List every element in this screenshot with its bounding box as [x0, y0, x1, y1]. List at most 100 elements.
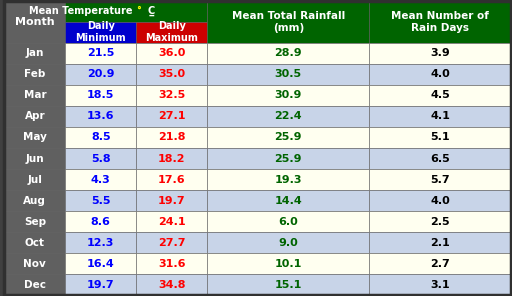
- Text: 2.1: 2.1: [431, 238, 450, 248]
- Bar: [369, 64, 511, 85]
- Bar: [65, 1, 207, 22]
- Text: Nov: Nov: [24, 259, 46, 269]
- Text: Apr: Apr: [25, 111, 45, 121]
- Text: Daily
Maximum: Daily Maximum: [145, 21, 198, 44]
- Bar: [369, 274, 511, 295]
- Text: 2.7: 2.7: [431, 259, 450, 269]
- Text: 16.4: 16.4: [87, 259, 115, 269]
- Text: 27.1: 27.1: [158, 111, 185, 121]
- Text: 28.9: 28.9: [274, 48, 302, 58]
- Text: Mean Number of
Rain Days: Mean Number of Rain Days: [391, 11, 489, 33]
- Bar: [207, 274, 369, 295]
- Text: 22.4: 22.4: [274, 111, 302, 121]
- Bar: [369, 1, 511, 43]
- Text: 31.6: 31.6: [158, 259, 185, 269]
- Text: 3.1: 3.1: [431, 280, 450, 290]
- Bar: [207, 106, 369, 127]
- Text: C̲: C̲: [147, 6, 155, 16]
- Text: 10.1: 10.1: [274, 259, 302, 269]
- Text: Feb: Feb: [24, 69, 46, 79]
- Bar: [207, 190, 369, 211]
- Bar: [5, 190, 65, 211]
- Bar: [369, 127, 511, 148]
- Text: 19.3: 19.3: [274, 175, 302, 185]
- Text: Dec: Dec: [24, 280, 46, 290]
- Bar: [5, 85, 65, 106]
- Text: Jun: Jun: [26, 154, 44, 163]
- Bar: [207, 127, 369, 148]
- Bar: [207, 211, 369, 232]
- Bar: [136, 253, 207, 274]
- Text: 4.0: 4.0: [431, 69, 450, 79]
- Bar: [65, 148, 136, 169]
- Text: 12.3: 12.3: [87, 238, 114, 248]
- Bar: [65, 64, 136, 85]
- Bar: [136, 211, 207, 232]
- Bar: [5, 127, 65, 148]
- Bar: [5, 274, 65, 295]
- Text: 21.8: 21.8: [158, 133, 185, 142]
- Bar: [65, 253, 136, 274]
- Bar: [136, 169, 207, 190]
- Text: 25.9: 25.9: [274, 154, 302, 163]
- Text: 4.0: 4.0: [431, 196, 450, 206]
- Text: Jan: Jan: [26, 48, 44, 58]
- Text: Mar: Mar: [24, 90, 46, 100]
- Text: 5.5: 5.5: [91, 196, 111, 206]
- Text: 5.1: 5.1: [431, 133, 450, 142]
- Text: 19.7: 19.7: [158, 196, 185, 206]
- Text: Aug: Aug: [24, 196, 46, 206]
- Text: 21.5: 21.5: [87, 48, 114, 58]
- Bar: [207, 43, 369, 64]
- Text: 36.0: 36.0: [158, 48, 185, 58]
- Bar: [369, 85, 511, 106]
- Text: 4.1: 4.1: [431, 111, 450, 121]
- Text: 34.8: 34.8: [158, 280, 185, 290]
- Bar: [136, 274, 207, 295]
- Bar: [207, 169, 369, 190]
- Text: Oct: Oct: [25, 238, 45, 248]
- Bar: [207, 232, 369, 253]
- Text: Daily
Minimum: Daily Minimum: [75, 21, 126, 44]
- Text: 14.4: 14.4: [274, 196, 302, 206]
- Bar: [65, 211, 136, 232]
- Bar: [369, 43, 511, 64]
- Bar: [5, 106, 65, 127]
- Bar: [369, 211, 511, 232]
- Text: 35.0: 35.0: [158, 69, 185, 79]
- Text: 20.9: 20.9: [87, 69, 115, 79]
- Bar: [369, 148, 511, 169]
- Bar: [65, 43, 136, 64]
- Bar: [136, 85, 207, 106]
- Text: 6.5: 6.5: [431, 154, 450, 163]
- Text: 2.5: 2.5: [431, 217, 450, 227]
- Bar: [369, 253, 511, 274]
- Text: 5.7: 5.7: [431, 175, 450, 185]
- Text: 4.3: 4.3: [91, 175, 111, 185]
- Text: 8.5: 8.5: [91, 133, 111, 142]
- Text: 3.9: 3.9: [431, 48, 450, 58]
- Text: Sep: Sep: [24, 217, 46, 227]
- Text: 18.2: 18.2: [158, 154, 185, 163]
- Bar: [207, 85, 369, 106]
- Bar: [5, 232, 65, 253]
- Text: Mean Temperature: Mean Temperature: [29, 6, 136, 16]
- Text: 15.1: 15.1: [274, 280, 302, 290]
- Bar: [207, 148, 369, 169]
- Text: Mean Total Rainfall
(mm): Mean Total Rainfall (mm): [231, 11, 345, 33]
- Text: 18.5: 18.5: [87, 90, 114, 100]
- Bar: [369, 190, 511, 211]
- Bar: [5, 211, 65, 232]
- Text: Month: Month: [15, 17, 55, 27]
- Text: 27.7: 27.7: [158, 238, 185, 248]
- Bar: [369, 232, 511, 253]
- Bar: [65, 190, 136, 211]
- Bar: [5, 148, 65, 169]
- Bar: [136, 43, 207, 64]
- Bar: [207, 253, 369, 274]
- Text: 5.8: 5.8: [91, 154, 111, 163]
- Bar: [207, 1, 369, 43]
- Bar: [5, 253, 65, 274]
- Text: May: May: [23, 133, 47, 142]
- Text: 4.5: 4.5: [431, 90, 450, 100]
